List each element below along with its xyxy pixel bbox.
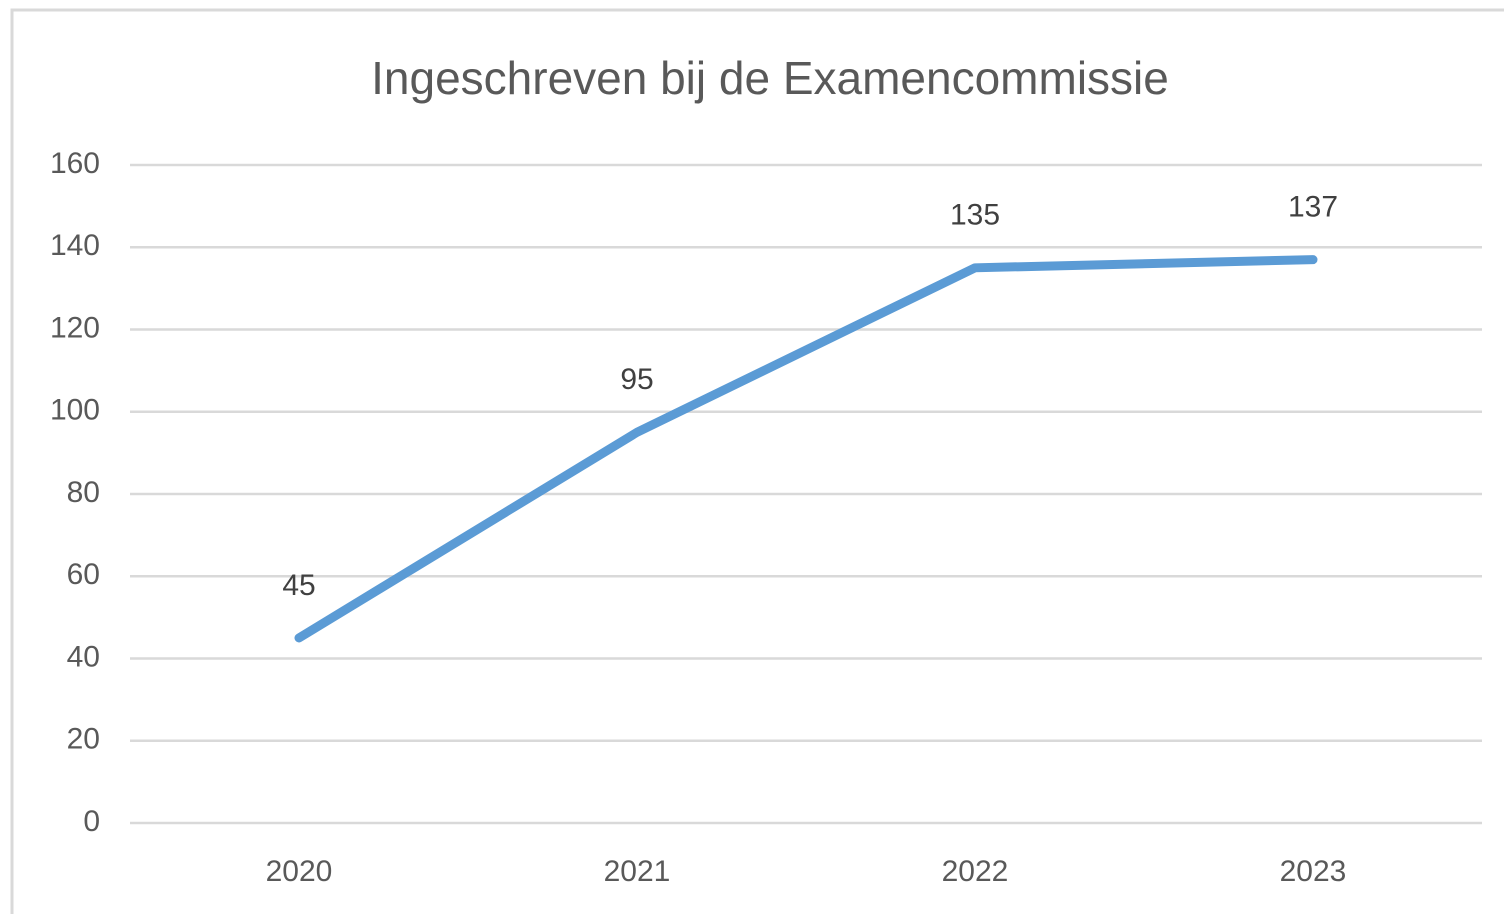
y-tick-label: 0 <box>83 805 100 838</box>
x-tick-label: 2023 <box>1280 855 1347 888</box>
x-tick-label: 2020 <box>266 855 333 888</box>
data-label: 95 <box>620 363 653 396</box>
y-tick-label: 160 <box>50 147 100 180</box>
y-tick-label: 120 <box>50 311 100 344</box>
line-series <box>294 255 1318 643</box>
data-label: 135 <box>950 199 1000 232</box>
chart-title: Ingeschreven bij de Examencommissie <box>371 52 1169 104</box>
y-tick-label: 60 <box>67 558 100 591</box>
y-tick-label: 100 <box>50 394 100 427</box>
data-label: 137 <box>1288 191 1338 224</box>
y-tick-label: 40 <box>67 640 100 673</box>
y-tick-label: 140 <box>50 229 100 262</box>
x-tick-label: 2022 <box>942 855 1009 888</box>
x-tick-label: 2021 <box>604 855 671 888</box>
y-tick-label: 20 <box>67 723 100 756</box>
chart-frame <box>10 8 1504 914</box>
data-label: 45 <box>282 569 315 602</box>
y-tick-label: 80 <box>67 476 100 509</box>
